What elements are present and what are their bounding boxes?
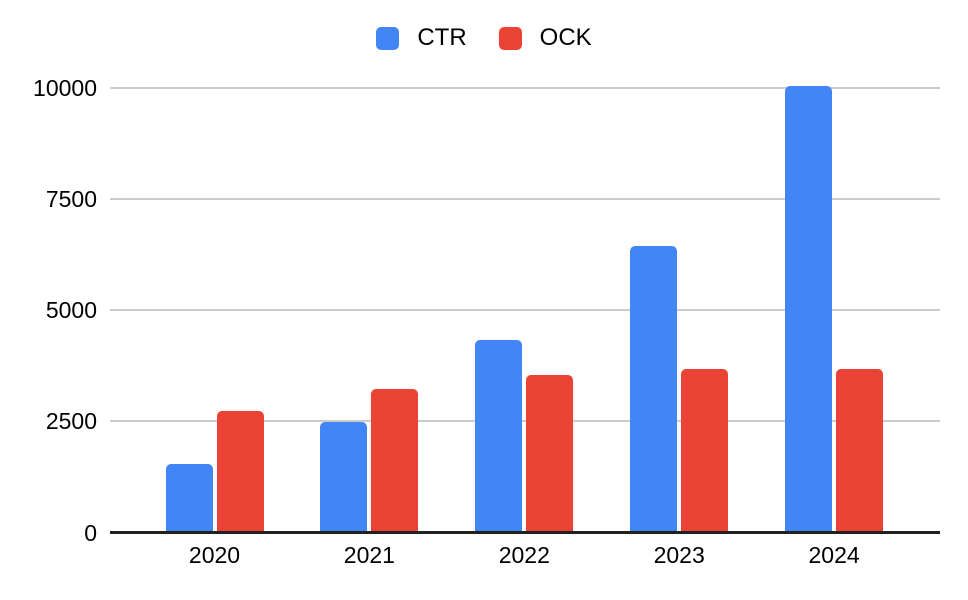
legend-swatch-ock-icon	[498, 26, 522, 50]
y-axis-label-0: 0	[84, 519, 97, 546]
gridline-5000	[110, 309, 940, 311]
bar-ock-2024	[836, 368, 884, 531]
x-axis-label-2024: 2024	[808, 542, 860, 568]
x-axis-line	[110, 531, 940, 534]
legend-swatch-ctr-icon	[376, 26, 400, 50]
gridline-2500	[110, 420, 940, 423]
bar-ctr-2020	[165, 464, 213, 531]
chart-legend: CTR OCK	[0, 26, 968, 50]
legend-item-ctr: CTR	[376, 24, 467, 51]
legend-label-ock: OCK	[539, 24, 592, 51]
x-axis-label-2022: 2022	[498, 542, 550, 568]
bar-ock-2021	[371, 388, 419, 531]
y-axis-label-10000: 10000	[33, 74, 97, 101]
legend-label-ctr: CTR	[417, 24, 467, 51]
y-axis-label-5000: 5000	[45, 297, 97, 323]
legend-item-ock: OCK	[498, 24, 592, 51]
x-axis-label-2023: 2023	[653, 542, 705, 568]
bar-ctr-2024	[785, 86, 833, 531]
bar-ock-2022	[526, 375, 574, 531]
gridline-10000	[110, 86, 940, 89]
y-axis-label-2500: 2500	[45, 408, 97, 435]
y-axis-label-7500: 7500	[45, 185, 97, 212]
x-axis-label-2020: 2020	[188, 542, 241, 568]
bar-ock-2023	[681, 368, 729, 531]
bar-ctr-2023	[630, 246, 678, 531]
gridline-7500	[110, 197, 940, 200]
bar-ctr-2022	[475, 339, 523, 531]
x-axis-label-2021: 2021	[343, 542, 395, 568]
bar-ctr-2021	[320, 421, 368, 531]
bar-ock-2020	[216, 410, 264, 531]
